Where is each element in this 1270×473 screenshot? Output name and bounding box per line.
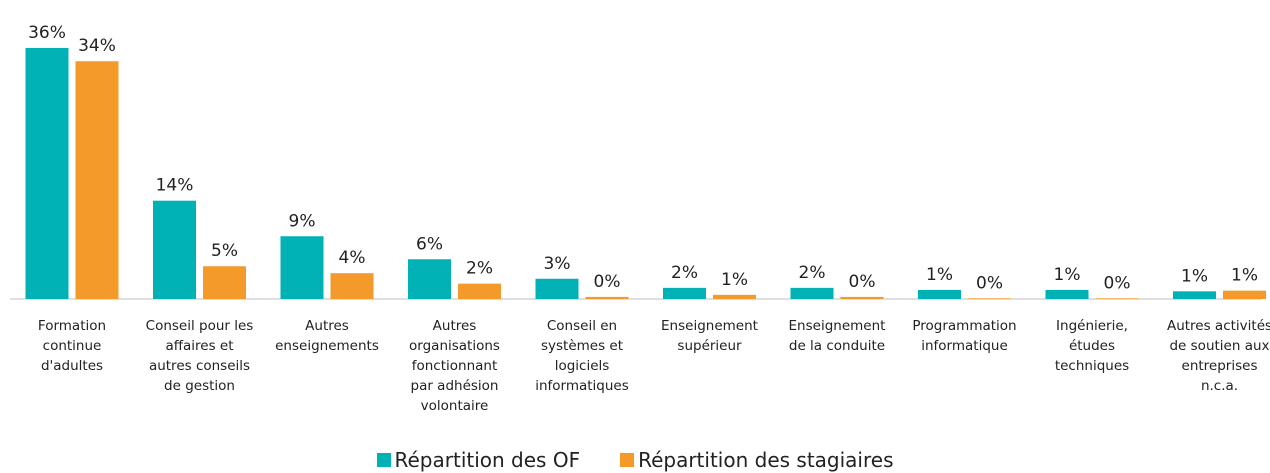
- data-label: 36%: [28, 23, 66, 43]
- bar: [918, 289, 961, 299]
- bar: [585, 296, 629, 299]
- bar: [153, 200, 196, 299]
- legend-label: Répartition des stagiaires: [638, 448, 894, 472]
- x-tick-label: Programmation informatique: [912, 318, 1017, 354]
- x-tick-label: Formation continue d'adultes: [37, 318, 107, 374]
- data-label: 2%: [671, 263, 698, 283]
- bar: [535, 278, 579, 299]
- legend-swatch: [620, 453, 635, 467]
- data-label: 5%: [211, 241, 238, 261]
- bar: [1095, 298, 1139, 299]
- bar: [25, 48, 69, 299]
- x-tick-label: Conseil en systèmes et logiciels informa…: [535, 318, 629, 394]
- legend-label: Répartition des OF: [394, 448, 581, 472]
- x-tick-label: Autres enseignements: [275, 318, 379, 354]
- data-label: 9%: [289, 211, 316, 231]
- data-label: 6%: [416, 234, 443, 254]
- bar: [1223, 290, 1266, 299]
- x-tick-label: Enseignement supérieur: [661, 318, 758, 354]
- data-label: 2%: [799, 263, 826, 283]
- bar: [968, 298, 1011, 299]
- bar: [790, 287, 834, 299]
- bar: [330, 273, 374, 299]
- bar: [408, 259, 451, 299]
- x-tick-label: Autres activités de soutien aux entrepri…: [1166, 318, 1270, 394]
- data-label: 1%: [926, 265, 953, 285]
- data-label: 3%: [544, 254, 571, 274]
- bar: [1045, 289, 1089, 299]
- bar: [713, 294, 756, 299]
- bar: [663, 287, 706, 299]
- bar: [840, 296, 884, 299]
- x-tick-label: Ingénierie, études techniques: [1054, 318, 1130, 374]
- bar: [1173, 291, 1216, 299]
- data-label: 0%: [849, 272, 876, 292]
- legend-swatch: [376, 453, 391, 467]
- data-label: 14%: [156, 176, 194, 196]
- legend-item: Répartition des OF: [376, 448, 581, 472]
- x-tick-label: Autres organisations fonctionnant par ad…: [409, 318, 500, 414]
- x-tick-label: Enseignement de la conduite: [788, 318, 886, 354]
- data-label: 0%: [1104, 273, 1131, 293]
- data-label: 2%: [466, 259, 493, 279]
- data-label: 1%: [1231, 266, 1258, 286]
- data-label: 4%: [339, 248, 366, 268]
- bar: [203, 266, 246, 299]
- data-label: 1%: [1181, 266, 1208, 286]
- data-label: 1%: [1054, 265, 1081, 285]
- legend-item: Répartition des stagiaires: [620, 448, 894, 472]
- data-label: 1%: [721, 270, 748, 290]
- bar: [280, 236, 324, 299]
- data-label: 34%: [78, 36, 116, 56]
- x-tick-label: Conseil pour les affaires et autres cons…: [145, 318, 254, 394]
- bar: [458, 283, 501, 299]
- legend: Répartition des OF Répartition des stagia…: [0, 448, 1270, 472]
- bar: [75, 61, 119, 299]
- data-label: 0%: [594, 272, 621, 292]
- data-label: 0%: [976, 273, 1003, 293]
